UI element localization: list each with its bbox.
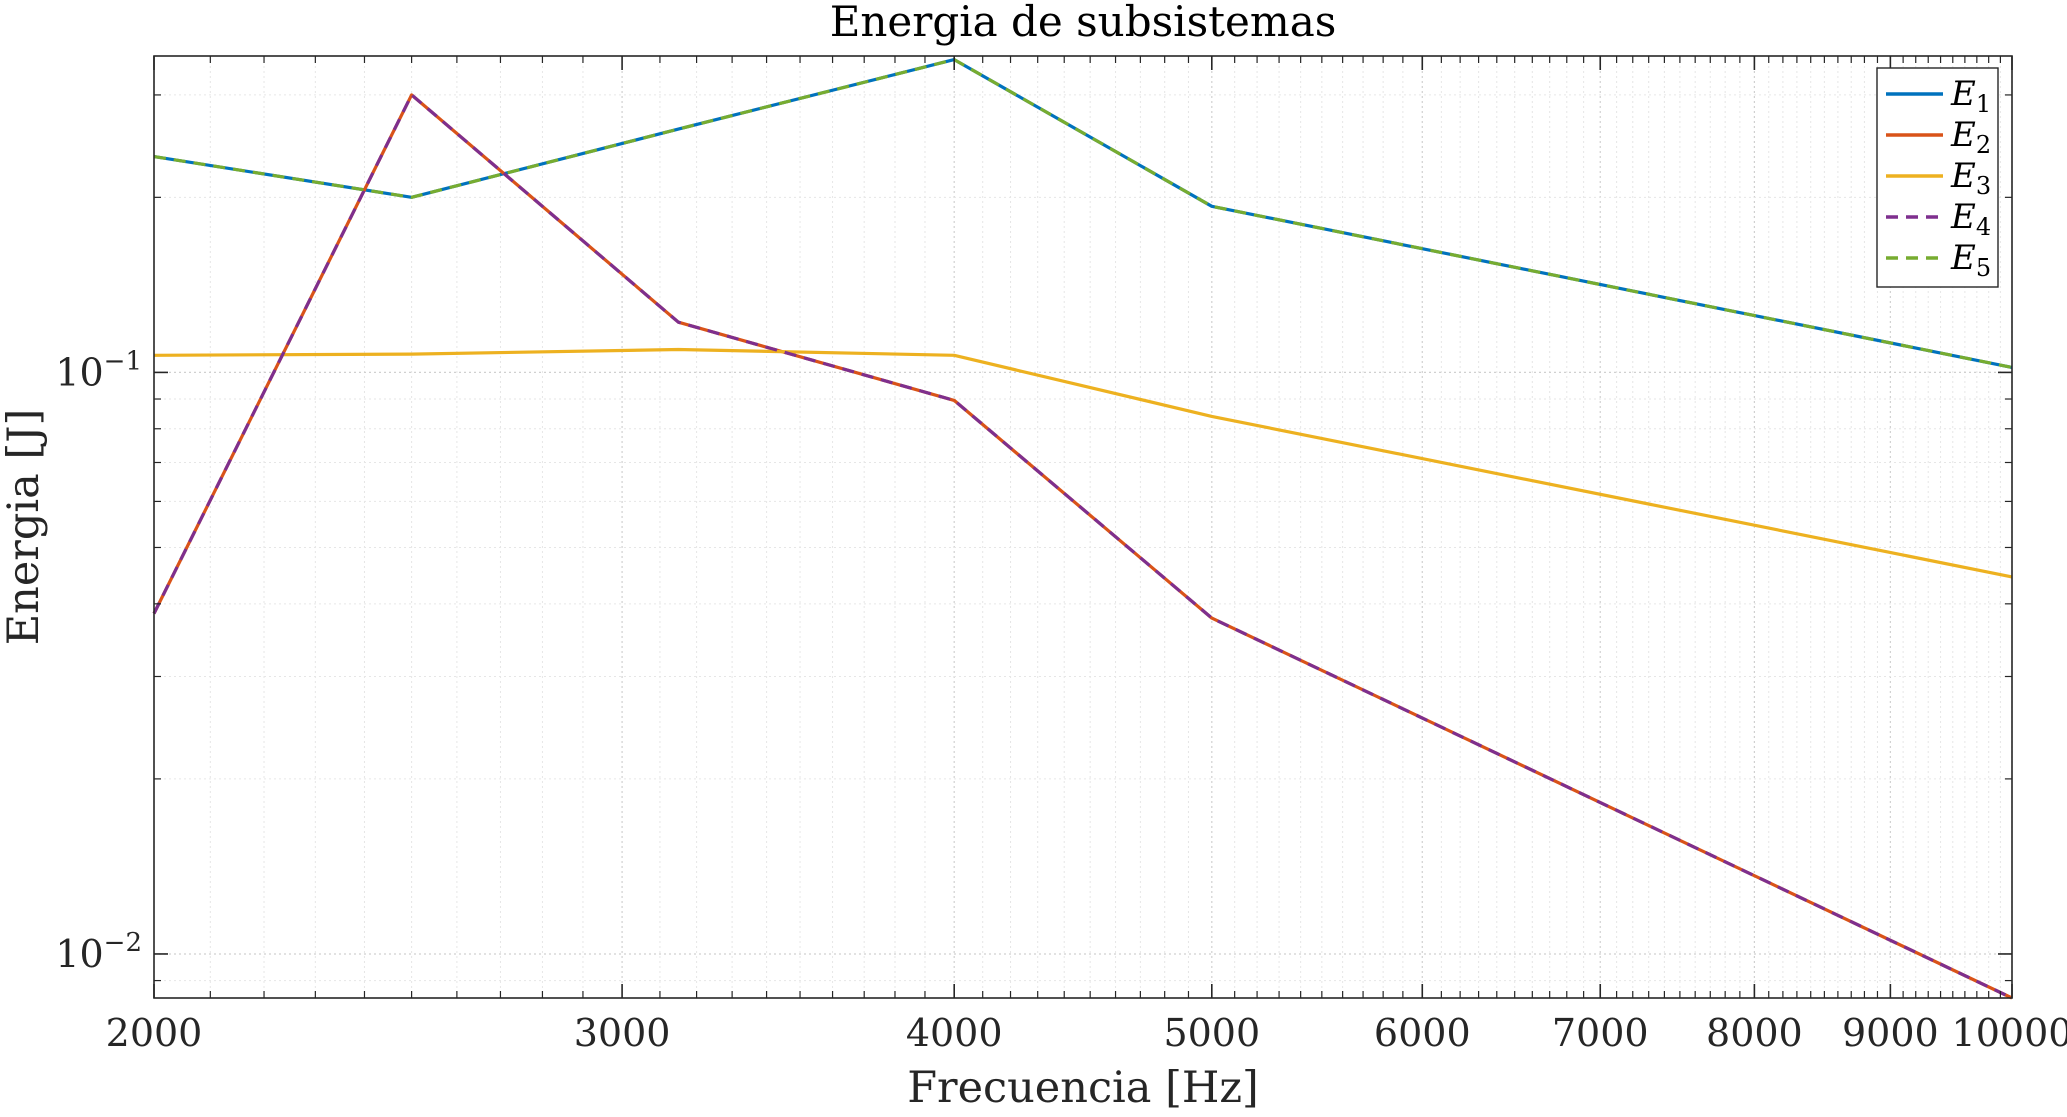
x-tick-label: 4000 <box>906 1011 1003 1055</box>
series-line-E1 <box>153 57 2013 369</box>
series-line-E3 <box>153 347 2013 579</box>
legend-label-E3: E3 <box>1950 156 1991 200</box>
x-tick-label: 5000 <box>1163 1011 1260 1055</box>
legend-label-E4: E4 <box>1950 197 1991 241</box>
x-tick-label: 2000 <box>106 1011 203 1055</box>
x-tick-label: 10000 <box>1952 1011 2067 1055</box>
tick-layer: 2000 3000 4000 5000 6000 7000 8000 9000 10000 10−… <box>55 56 2067 1055</box>
legend-label-E5: E5 <box>1950 238 1991 282</box>
legend-label-E2: E2 <box>1950 115 1991 159</box>
x-axis-title: Frecuencia [Hz] <box>907 1063 1259 1113</box>
chart-title: Energia de subsistemas <box>830 0 1337 46</box>
y-axis-title: Energia [J] <box>0 409 49 645</box>
grid-layer <box>153 56 2013 998</box>
x-tick-label: 9000 <box>1842 1011 1939 1055</box>
x-tick-label: 7000 <box>1552 1011 1649 1055</box>
y-tick-label: 10−1 <box>55 346 142 394</box>
plot-frame <box>153 55 2013 999</box>
x-tick-label: 3000 <box>574 1011 671 1055</box>
series-layer <box>152 57 2013 1000</box>
x-tick-label: 6000 <box>1374 1011 1471 1055</box>
y-tick-label: 10−2 <box>55 928 142 976</box>
legend-label-E1: E1 <box>1950 74 1991 118</box>
series-line-E4 <box>152 93 2013 1000</box>
x-tick-label: 8000 <box>1706 1011 1803 1055</box>
